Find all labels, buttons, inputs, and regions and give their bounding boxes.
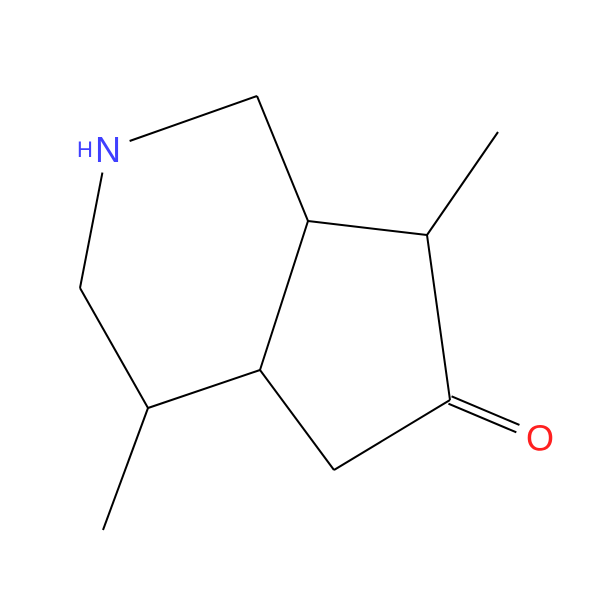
bond bbox=[260, 370, 334, 470]
bond bbox=[148, 370, 260, 408]
double-bond-line bbox=[448, 404, 516, 433]
atom-label-o: O bbox=[526, 418, 554, 459]
atom-label-n: HN bbox=[77, 129, 121, 170]
bond bbox=[427, 132, 498, 235]
double-bond-line bbox=[452, 396, 520, 425]
bond bbox=[257, 96, 308, 221]
molecule-canvas: HN O bbox=[0, 0, 600, 600]
bond bbox=[130, 96, 257, 141]
bond bbox=[334, 400, 450, 470]
bond bbox=[103, 408, 148, 530]
bond bbox=[427, 235, 450, 400]
bond bbox=[260, 221, 308, 370]
bond bbox=[80, 173, 102, 288]
bond bbox=[308, 221, 427, 235]
bond bbox=[80, 288, 148, 408]
bonds-group bbox=[80, 96, 519, 530]
